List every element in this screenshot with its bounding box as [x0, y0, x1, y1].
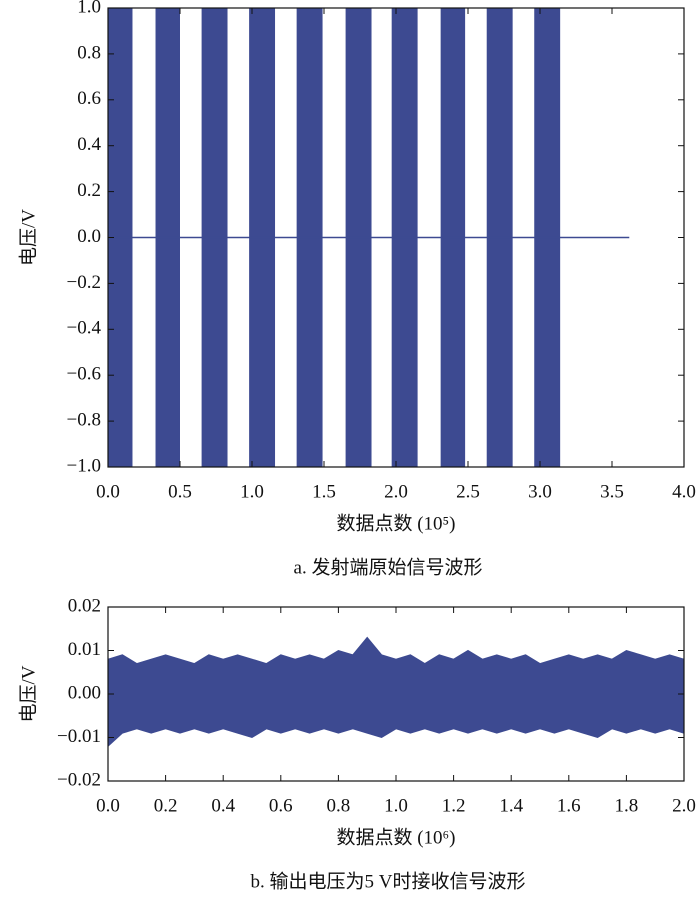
y-tick-label: 1.0: [77, 0, 101, 17]
y-tick-label: −0.01: [57, 726, 101, 747]
x-tick-label: 0.8: [327, 795, 351, 816]
x-tick-label: 1.0: [384, 795, 408, 816]
y-tick-label: 0.8: [77, 42, 101, 63]
y-tick-label: 0.01: [68, 639, 101, 660]
x-tick-label: 1.8: [615, 795, 639, 816]
caption: b. 输出电压为5 V时接收信号波形: [251, 870, 526, 892]
y-tick-label: 0.2: [77, 180, 101, 201]
x-tick-label: 1.2: [442, 795, 466, 816]
y-tick-label: −0.02: [57, 769, 101, 790]
x-tick-label: 3.5: [600, 481, 624, 502]
x-tick-label: 0.5: [168, 481, 192, 502]
y-tick-label: 0.4: [77, 134, 101, 155]
x-tick-label: 2.0: [384, 481, 408, 502]
x-tick-label: 2.5: [456, 481, 480, 502]
x-tick-label: 2.0: [672, 795, 696, 816]
y-tick-label: 0.6: [77, 88, 101, 109]
y-tick-label: −1.0: [67, 455, 101, 476]
x-tick-label: 1.4: [499, 795, 523, 816]
y-tick-label: 0.00: [68, 682, 101, 703]
x-axis-label: 数据点数 (10⁶): [336, 826, 455, 848]
x-tick-label: 4.0: [672, 481, 696, 502]
y-axis-label: 电压/V: [17, 665, 39, 722]
x-tick-label: 0.0: [96, 795, 120, 816]
y-tick-label: −0.6: [67, 364, 101, 385]
x-tick-label: 1.5: [312, 481, 336, 502]
x-tick-label: 0.6: [269, 795, 293, 816]
y-tick-label: 0.02: [68, 595, 101, 616]
x-tick-label: 1.6: [557, 795, 581, 816]
x-axis-label: 数据点数 (10⁵): [336, 512, 455, 534]
signal-area: [107, 693, 685, 748]
x-tick-label: 0.2: [154, 795, 178, 816]
x-tick-label: 1.0: [240, 481, 264, 502]
caption: a. 发射端原始信号波形: [294, 556, 483, 578]
y-tick-label: −0.8: [67, 409, 101, 430]
y-tick-label: −0.4: [67, 318, 102, 339]
y-tick-label: 0.0: [77, 226, 101, 247]
y-axis-label: 电压/V: [17, 209, 39, 266]
x-tick-label: 0.4: [211, 795, 235, 816]
y-tick-label: −0.2: [67, 272, 101, 293]
signal-area: [107, 636, 685, 695]
x-tick-label: 3.0: [528, 481, 552, 502]
x-tick-label: 0.0: [96, 481, 120, 502]
